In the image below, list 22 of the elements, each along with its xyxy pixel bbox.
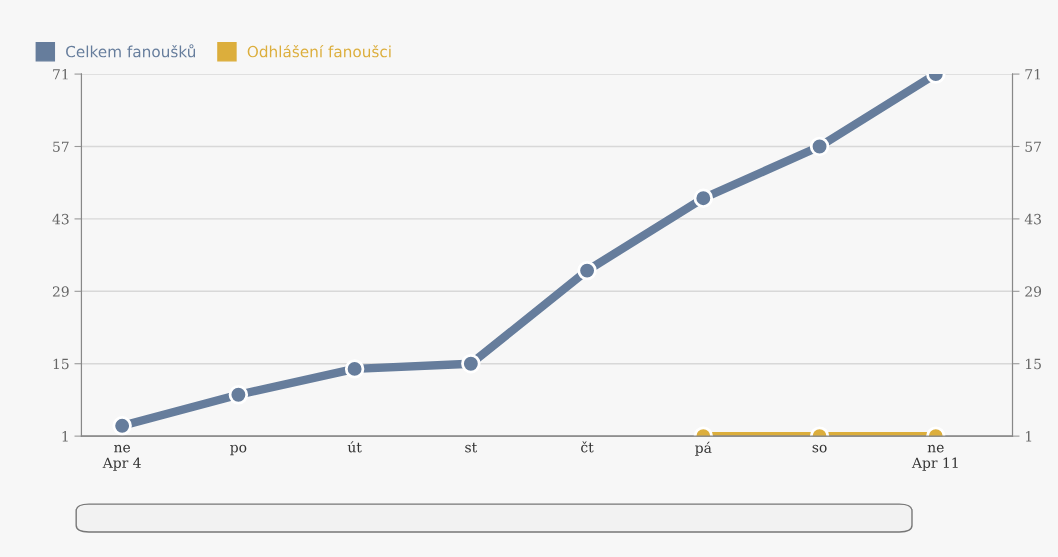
- y-tick-label: 29: [52, 286, 69, 297]
- y2-tick-label: 29: [1025, 286, 1042, 297]
- y2-tick-label: 1: [1026, 431, 1032, 442]
- y-tick-label: 1: [62, 431, 68, 442]
- y-tick-label: 57: [53, 141, 69, 152]
- y2-tick-label: 71: [1025, 69, 1041, 80]
- y-tick-label: 43: [52, 213, 69, 225]
- y-tick-label: 15: [53, 358, 69, 370]
- x-tick-label: út: [347, 441, 362, 453]
- y-tick-label: 71: [53, 69, 68, 80]
- x-tick-label: ne Apr 4: [102, 444, 141, 471]
- x-tick-label: so: [812, 444, 827, 453]
- legend-label: Odhlášení fanoušci: [247, 44, 391, 58]
- x-tick-label: čt: [581, 441, 594, 453]
- y2-tick-label: 15: [1026, 358, 1041, 370]
- legend-label: Celkem fanoušků: [66, 44, 195, 58]
- x-tick-label: st: [465, 442, 478, 453]
- y2-tick-label: 43: [1024, 213, 1041, 225]
- x-tick-label: ne Apr 11: [911, 444, 958, 471]
- y2-tick-label: 57: [1025, 141, 1041, 152]
- x-tick-label: pá: [695, 441, 712, 456]
- x-tick-label: po: [230, 444, 247, 456]
